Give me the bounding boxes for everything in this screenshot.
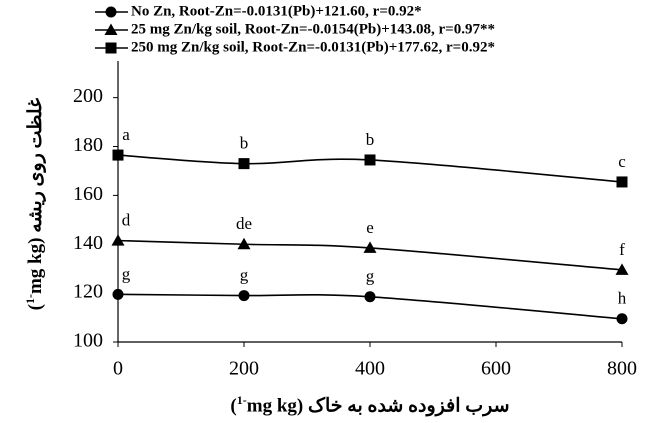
- marker: [363, 241, 377, 253]
- x-tick-label: 600: [481, 358, 511, 380]
- point-label: a: [122, 125, 130, 144]
- x-axis-label: سرب افزوده شده به خاک (mg kg-1): [200, 393, 540, 417]
- label-close: ): [230, 395, 237, 417]
- point-label: d: [122, 211, 131, 230]
- marker: [111, 234, 125, 246]
- marker: [238, 290, 250, 302]
- legend-label: 250 mg Zn/kg soil, Root-Zn=-0.0131(Pb)+1…: [131, 39, 495, 55]
- marker: [616, 313, 628, 325]
- marker: [105, 6, 117, 18]
- marker: [104, 23, 118, 35]
- marker: [615, 263, 629, 275]
- label-sup: -1: [22, 294, 37, 305]
- y-tick-label: 180: [73, 134, 103, 156]
- marker: [238, 158, 250, 170]
- legend-label: No Zn, Root-Zn=-0.0131(Pb)+121.60, r=0.9…: [131, 3, 422, 19]
- point-label: e: [366, 218, 374, 237]
- marker: [364, 291, 376, 303]
- y-tick-label: 200: [73, 85, 103, 107]
- series-line: [117, 154, 623, 183]
- marker: [105, 42, 117, 54]
- label-sup: -1: [236, 393, 247, 407]
- marker: [112, 288, 124, 300]
- legend-label: 25 mg Zn/kg soil, Root-Zn=-0.0154(Pb)+14…: [131, 21, 495, 37]
- marker: [616, 176, 628, 188]
- series-line: [117, 239, 623, 271]
- point-label: g: [366, 267, 375, 286]
- x-tick-label: 200: [229, 358, 259, 380]
- series-line: [117, 293, 623, 320]
- label-text: غلظت روی ریشه (: [25, 97, 47, 244]
- y-tick-label: 140: [73, 232, 103, 254]
- y-axis-label: غلظت روی ریشه (mg kg-1): [23, 34, 47, 374]
- y-tick-label: 120: [73, 281, 103, 303]
- label-unit: mg kg: [246, 395, 297, 417]
- point-label: g: [122, 264, 131, 283]
- point-label: g: [240, 265, 249, 284]
- marker: [364, 154, 376, 166]
- y-tick-label: 160: [73, 183, 103, 205]
- x-tick-label: 800: [607, 358, 637, 380]
- point-label: c: [618, 152, 626, 171]
- marker: [112, 149, 124, 161]
- label-text: سرب افزوده شده به خاک (: [296, 395, 510, 417]
- point-label: f: [619, 240, 625, 259]
- point-label: de: [236, 214, 252, 233]
- x-tick-label: 0: [113, 358, 123, 380]
- point-label: h: [618, 289, 627, 308]
- y-tick-label: 100: [73, 330, 103, 352]
- point-label: b: [240, 134, 249, 153]
- x-tick-label: 400: [355, 358, 385, 380]
- marker: [237, 237, 251, 250]
- label-close: ): [25, 304, 47, 311]
- point-label: b: [366, 130, 375, 149]
- label-unit: mg kg: [25, 243, 47, 295]
